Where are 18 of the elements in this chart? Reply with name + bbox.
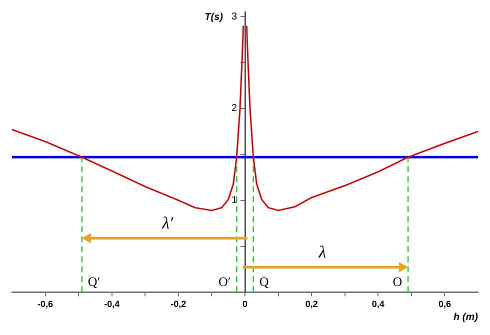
x-tick-label: 0,2 [305, 299, 318, 310]
x-tick-label: 0 [242, 299, 248, 310]
x-axis-title: h (m) [454, 312, 479, 323]
x-tick-label: 0,4 [372, 299, 384, 310]
ref-line-label: O [392, 274, 402, 290]
ref-line-label: Q [259, 274, 270, 290]
x-tick-label: 0,6 [438, 299, 451, 310]
annotation: λ [318, 242, 326, 262]
ref-line-label: O′ [218, 274, 231, 290]
annotation: λ′ [161, 214, 174, 233]
y-axis-title: T(s) [204, 12, 224, 23]
x-tick-label: -0,6 [38, 299, 54, 310]
y-tick-label: 1 [231, 195, 238, 206]
x-tick-label: -0,4 [104, 299, 120, 310]
x-tick-label: -0,2 [170, 299, 186, 310]
y-tick-label: 3 [231, 11, 238, 22]
ref-line-label: Q′ [88, 274, 100, 290]
y-tick-label: 2 [231, 103, 238, 114]
